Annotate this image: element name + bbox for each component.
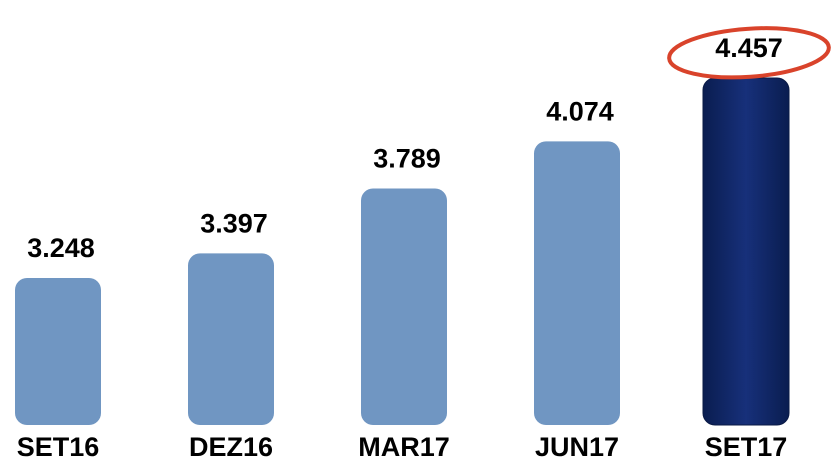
highlight-ellipse <box>667 26 831 80</box>
bar <box>702 77 790 426</box>
bar <box>534 141 620 425</box>
x-tick-label: SET16 <box>17 432 100 462</box>
bar <box>188 253 274 425</box>
x-tick-label: DEZ16 <box>189 432 273 462</box>
bar <box>361 188 447 425</box>
value-label: 4.457 <box>715 33 783 63</box>
value-label: 3.248 <box>27 233 95 263</box>
x-tick-label: MAR17 <box>358 432 450 462</box>
value-label: 4.074 <box>546 96 614 126</box>
x-tick-label: JUN17 <box>535 432 619 462</box>
value-label: 3.789 <box>373 144 441 174</box>
x-tick-label: SET17 <box>705 432 788 462</box>
value-label: 3.397 <box>200 208 268 238</box>
bar <box>15 278 101 425</box>
